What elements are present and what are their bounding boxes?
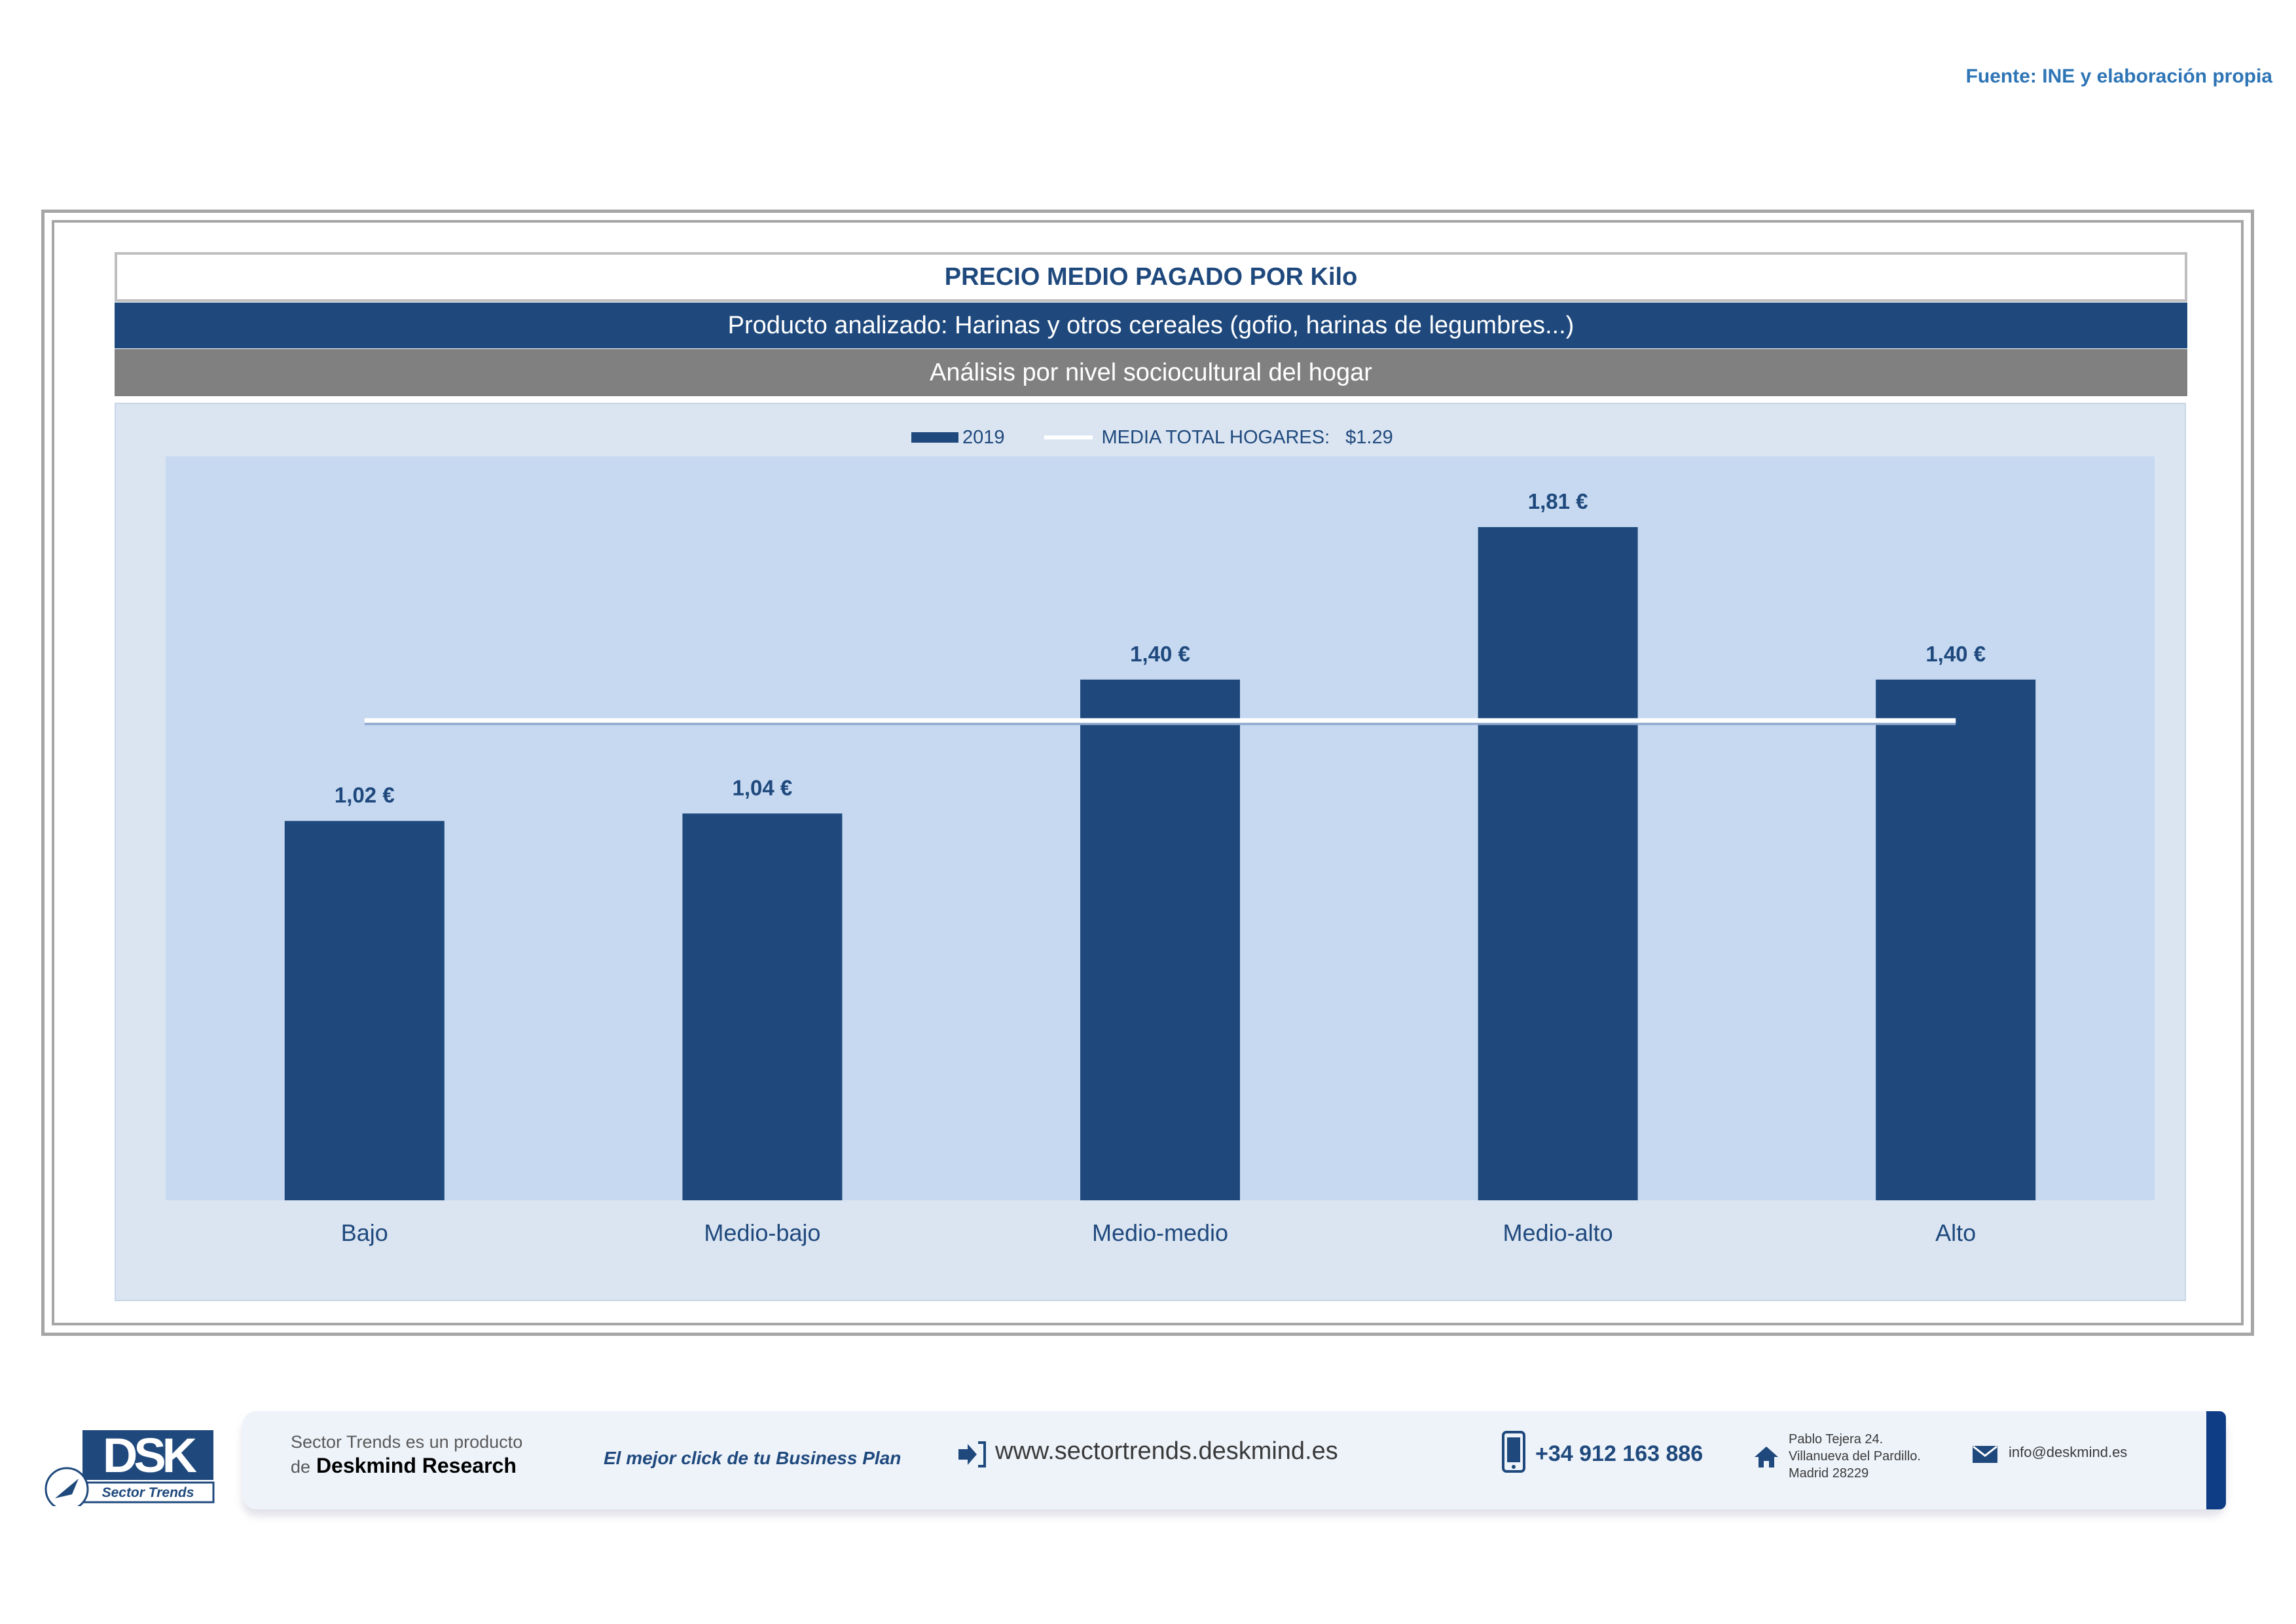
footer-website[interactable]: www.sectortrends.deskmind.es <box>995 1437 1338 1465</box>
data-label-medio-medio: 1,40 € <box>1130 642 1190 666</box>
arrow-link-icon <box>958 1441 986 1467</box>
bar-alto <box>1876 679 2036 1200</box>
footer-accent-bar <box>2206 1411 2226 1509</box>
product-banner: Producto analizado: Harinas y otros cere… <box>115 303 2187 348</box>
data-label-medio-alto: 1,81 € <box>1528 489 1588 513</box>
phone-icon <box>1502 1431 1525 1473</box>
footer-email[interactable]: info@deskmind.es <box>2009 1444 2128 1460</box>
data-label-medio-bajo: 1,04 € <box>733 775 793 800</box>
data-label-bajo: 1,02 € <box>335 783 395 807</box>
chart-title: PRECIO MEDIO PAGADO POR Kilo <box>115 252 2187 302</box>
source-note: Fuente: INE y elaboración propia <box>1965 65 2272 87</box>
x-tick-label-bajo: Bajo <box>341 1219 388 1246</box>
footer-band <box>242 1411 2226 1509</box>
mail-icon <box>1973 1445 1997 1463</box>
legend-line-swatch <box>1044 435 1093 439</box>
footer-banner: Sector Trends es un producto de Deskmind… <box>242 1411 2226 1522</box>
footer-phone[interactable]: +34 912 163 886 <box>1535 1441 1704 1466</box>
legend-bar-swatch <box>911 432 958 443</box>
x-tick-label-alto: Alto <box>1935 1219 1976 1246</box>
analysis-banner: Análisis por nivel sociocultural del hog… <box>115 349 2187 396</box>
bar-bajo <box>284 821 445 1200</box>
footer-product-line2: de Deskmind Research <box>291 1454 517 1477</box>
legend-line-label: MEDIA TOTAL HOGARES: <box>1101 426 1330 448</box>
legend-line-value: $1.29 <box>1345 426 1393 448</box>
bar-medio-medio <box>1080 679 1240 1200</box>
x-tick-label-medio-alto: Medio-alto <box>1503 1219 1613 1246</box>
chart-frame-inner <box>52 220 2244 1325</box>
home-icon <box>1755 1447 1778 1467</box>
bar-medio-bajo <box>682 813 843 1200</box>
data-label-alto: 1,40 € <box>1925 642 1986 666</box>
footer-tagline: El mejor click de tu Business Plan <box>604 1448 902 1468</box>
logo-text: DSK <box>103 1428 197 1483</box>
dsk-logo: DSK Sector Trends <box>45 1428 215 1506</box>
legend: 2019 MEDIA TOTAL HOGARES: $1.29 <box>911 426 1393 449</box>
logo-subtext: Sector Trends <box>102 1485 194 1500</box>
x-tick-label-medio-bajo: Medio-bajo <box>704 1219 820 1246</box>
x-tick-label-medio-medio: Medio-medio <box>1092 1219 1228 1246</box>
legend-series-label: 2019 <box>962 426 1005 448</box>
chart-frame <box>41 210 2254 1336</box>
footer-address: Pablo Tejera 24. Villanueva del Pardillo… <box>1789 1432 1921 1481</box>
footer-product-line1: Sector Trends es un producto <box>291 1432 523 1452</box>
bar-medio-alto <box>1478 526 1638 1201</box>
